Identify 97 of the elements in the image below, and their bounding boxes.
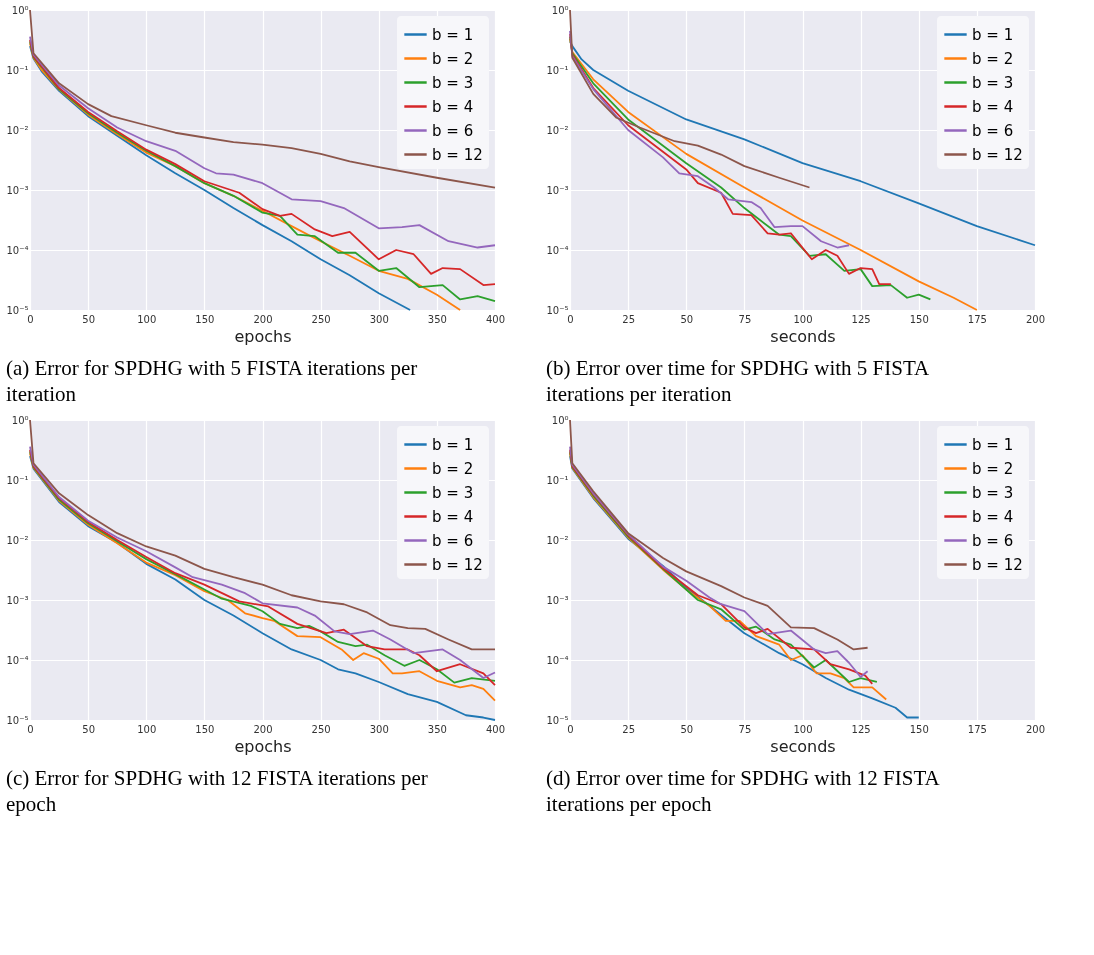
x-tick-label: 150: [909, 723, 929, 735]
y-tick-label: 10⁻³: [6, 184, 29, 196]
x-tick-label: 100: [137, 723, 157, 735]
y-tick-label: 10⁻¹: [6, 474, 29, 486]
line-series: [569, 9, 811, 189]
legend-label: b = 4: [432, 507, 474, 526]
x-tick-label: 200: [253, 313, 273, 325]
y-tick-label: 10⁰: [11, 414, 29, 426]
legend-label: b = 2: [432, 459, 474, 478]
y-tick-label: 10⁻⁴: [546, 244, 569, 256]
y-tick-label: 10⁻²: [546, 534, 569, 546]
y-tick-label: 10⁻⁴: [6, 654, 29, 666]
y-tick-label: 10⁻¹: [546, 474, 569, 486]
legend-label: b = 2: [972, 49, 1014, 68]
y-tick-label: 10⁻²: [6, 124, 29, 136]
legend-label: b = 12: [432, 145, 483, 164]
y-tick-label: 10⁻⁵: [546, 714, 569, 726]
legend-label: b = 12: [972, 555, 1023, 574]
x-tick-label: 50: [680, 313, 694, 325]
y-tick-label: 10⁻⁴: [6, 244, 29, 256]
x-tick-label: 100: [793, 313, 813, 325]
x-tick-label: 75: [738, 723, 752, 735]
line-series: [569, 32, 892, 286]
x-tick-label: 200: [1025, 313, 1046, 325]
x-tick-label: 350: [427, 313, 447, 325]
y-tick-label: 10⁻³: [546, 184, 569, 196]
text: (a) Error for SPDHG with 5 FISTA iterations per iteration: [5, 356, 418, 406]
x-tick-label: 150: [195, 313, 215, 325]
y-tick-label: 10⁻⁵: [6, 304, 29, 316]
x-axis-title: seconds: [770, 326, 836, 346]
x-tick-label: 300: [369, 313, 389, 325]
x-tick-label: 200: [253, 723, 273, 735]
legend-label: b = 4: [432, 97, 474, 116]
x-axis-title: seconds: [770, 736, 836, 756]
legend-label: b = 3: [432, 483, 474, 502]
legend-label: b = 4: [972, 507, 1014, 526]
x-tick-label: 175: [967, 313, 987, 325]
y-tick-label: 10⁻⁵: [6, 714, 29, 726]
y-tick-label: 10⁻³: [546, 594, 569, 606]
x-tick-label: 75: [738, 313, 752, 325]
x-tick-label: 100: [137, 313, 157, 325]
x-tick-label: 0: [27, 313, 34, 325]
text: (c) Error for SPDHG with 12 FISTA iterations per epoch: [5, 766, 428, 816]
line-series: [569, 35, 932, 301]
x-tick-label: 200: [1025, 723, 1046, 735]
line-series: [569, 419, 869, 651]
x-tick-label: 25: [622, 313, 635, 325]
legend-label: b = 1: [432, 435, 474, 454]
legend-label: b = 3: [972, 483, 1014, 502]
legend-label: b = 6: [972, 531, 1014, 550]
x-tick-label: 0: [27, 723, 34, 735]
legend-label: b = 3: [432, 73, 474, 92]
text: (b) Error over time for SPDHG with 5 FISTA iterations per iteration: [545, 356, 931, 406]
legend-label: b = 12: [432, 555, 483, 574]
legend-label: b = 2: [972, 459, 1014, 478]
legend-label: b = 6: [432, 121, 474, 140]
x-tick-label: 50: [82, 723, 95, 735]
x-tick-label: 50: [680, 723, 694, 735]
x-tick-label: 125: [851, 313, 871, 325]
x-tick-label: 400: [485, 313, 506, 325]
y-tick-label: 10⁻⁴: [546, 654, 569, 666]
x-tick-label: 150: [195, 723, 215, 735]
x-tick-label: 0: [567, 313, 574, 325]
y-tick-label: 10⁻⁵: [546, 304, 569, 316]
legend-label: b = 2: [432, 49, 474, 68]
y-tick-label: 10⁰: [11, 4, 29, 16]
x-axis-title: epochs: [234, 736, 292, 756]
legend-label: b = 1: [972, 435, 1014, 454]
x-axis-title: epochs: [234, 326, 292, 346]
legend-label: b = 3: [972, 73, 1014, 92]
legend-label: b = 6: [972, 121, 1014, 140]
y-tick-label: 10⁻¹: [546, 64, 569, 76]
legend-label: b = 1: [432, 25, 474, 44]
x-tick-label: 125: [851, 723, 871, 735]
x-tick-label: 25: [622, 723, 635, 735]
x-tick-label: 400: [485, 723, 506, 735]
x-tick-label: 350: [427, 723, 447, 735]
text: (d) Error over time for SPDHG with 12 FISTA iterations per epoch: [545, 766, 941, 816]
legend-label: b = 1: [972, 25, 1014, 44]
x-tick-label: 300: [369, 723, 389, 735]
x-tick-label: 50: [82, 313, 95, 325]
y-tick-label: 10⁻²: [546, 124, 569, 136]
y-tick-label: 10⁻¹: [6, 64, 29, 76]
legend-label: b = 4: [972, 97, 1014, 116]
y-tick-label: 10⁻²: [6, 534, 29, 546]
x-tick-label: 0: [567, 723, 574, 735]
x-tick-label: 250: [311, 313, 331, 325]
x-tick-label: 250: [311, 723, 331, 735]
line-series: [569, 29, 850, 249]
legend-label: b = 12: [972, 145, 1023, 164]
legend-label: b = 6: [432, 531, 474, 550]
y-tick-label: 10⁻³: [6, 594, 29, 606]
y-tick-label: 10⁰: [551, 414, 569, 426]
x-tick-label: 100: [793, 723, 813, 735]
x-tick-label: 150: [909, 313, 929, 325]
x-tick-label: 175: [967, 723, 987, 735]
y-tick-label: 10⁰: [551, 4, 569, 16]
